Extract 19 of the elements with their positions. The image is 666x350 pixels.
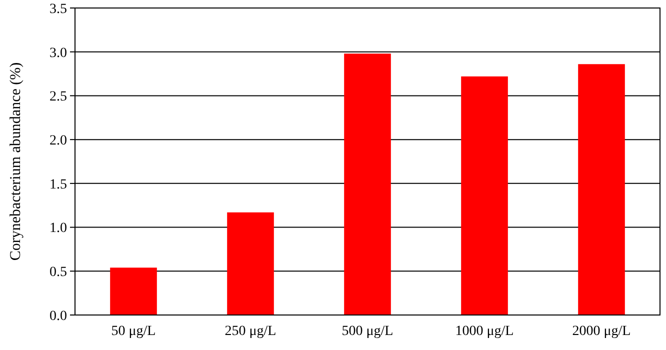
- bar: [110, 268, 157, 315]
- bar: [227, 212, 274, 315]
- y-tick-label: 2.0: [50, 133, 67, 148]
- y-tick-label: 2.5: [50, 90, 67, 105]
- y-tick-label: 1.0: [50, 221, 67, 236]
- y-tick-label: 1.5: [50, 177, 67, 192]
- bar: [344, 54, 391, 315]
- x-tick-label: 500 μg/L: [342, 324, 394, 339]
- y-tick-label: 3.0: [50, 46, 67, 61]
- y-axis-title: Corynebacterium abundance (%): [8, 62, 24, 261]
- x-tick-label: 2000 μg/L: [572, 324, 631, 339]
- y-tick-label: 3.5: [50, 2, 67, 17]
- y-tick-label: 0.5: [50, 265, 67, 280]
- x-tick-label: 250 μg/L: [224, 324, 276, 339]
- y-tick-label: 0.0: [50, 308, 67, 324]
- x-tick-label: 1000 μg/L: [455, 324, 514, 339]
- bar: [461, 76, 508, 315]
- bar: [578, 64, 625, 315]
- x-tick-label: 50 μg/L: [111, 324, 156, 339]
